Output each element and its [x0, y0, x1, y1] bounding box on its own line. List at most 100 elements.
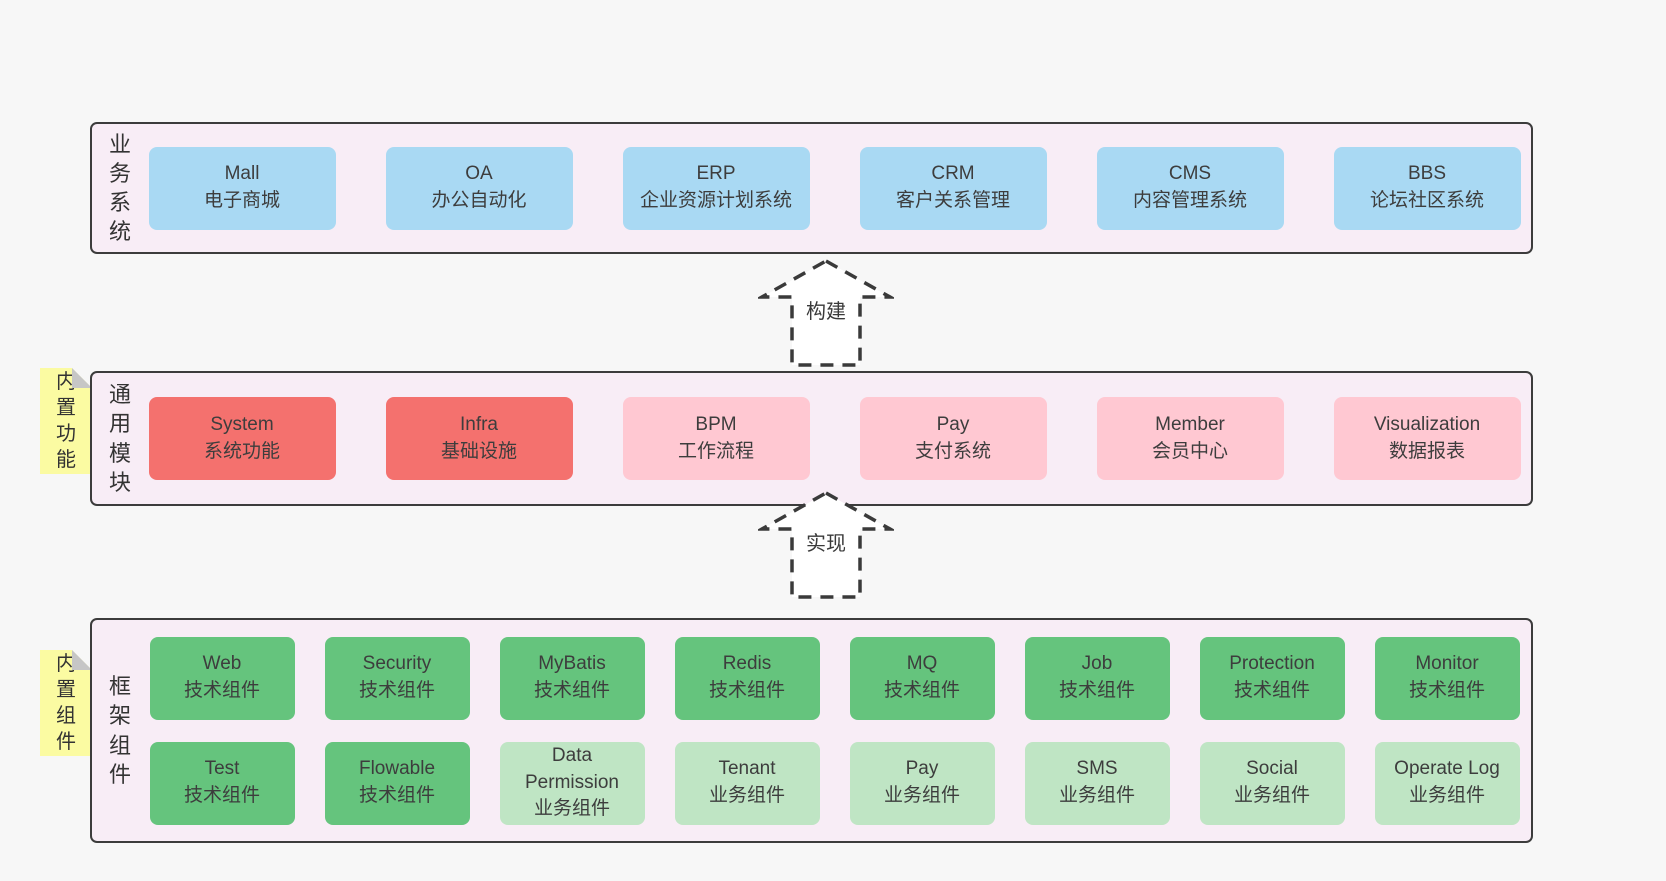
component-box: Job 技术组件	[1024, 636, 1170, 720]
component-box: MQ 技术组件	[849, 636, 995, 720]
box-name: Mall	[224, 163, 260, 185]
box-name: Test	[204, 758, 240, 780]
box-name: Web	[202, 653, 242, 675]
box-name: CMS	[1168, 163, 1212, 185]
arrow-label: 构建	[803, 294, 849, 325]
component-rows: Web 技术组件 Security 技术组件 MyBatis 技术组件	[148, 636, 1531, 825]
sticky-note-builtin-features: 内置功能	[40, 368, 92, 474]
box-desc: 技术组件	[533, 680, 610, 701]
box-desc: 技术组件	[1408, 680, 1485, 701]
box-name: Flowable	[358, 758, 436, 780]
module-box: Visualization 数据报表	[1333, 397, 1521, 480]
box-name: Tenant	[718, 758, 776, 780]
component-boxes-row-2: Test 技术组件 Flowable 技术组件 Data Permission …	[148, 741, 1521, 825]
system-box: OA 办公自动化	[385, 146, 573, 230]
box-name: Pay	[905, 758, 939, 780]
component-box: Flowable 技术组件	[324, 741, 470, 825]
box-name: Member	[1155, 413, 1225, 435]
box-desc: 电子商城	[203, 190, 280, 211]
note-label: 内置功能	[56, 371, 76, 471]
box-desc: 技术组件	[708, 680, 785, 701]
box-desc: 基础设施	[440, 440, 517, 462]
box-name: Social	[1246, 758, 1298, 780]
business-boxes-row: Mall 电子商城 OA 办公自动化 ERP 企业资源计划系统 CRM 客户关系…	[148, 146, 1531, 230]
box-desc: 内容管理系统	[1132, 190, 1247, 211]
component-box: Data Permission 业务组件	[499, 741, 645, 825]
box-desc: 业务组件	[533, 798, 610, 820]
box-name: BBS	[1407, 163, 1447, 185]
layer-business-systems: 业务系统 Mall 电子商城 OA 办公自动化 ERP 企业资源计划系统	[90, 122, 1533, 254]
box-desc: 业务组件	[883, 785, 960, 806]
layer-title-text: 通用模块	[108, 382, 131, 495]
module-box: BPM 工作流程	[622, 397, 810, 480]
module-box: Infra 基础设施	[385, 397, 573, 480]
box-desc: 业务组件	[1058, 785, 1135, 806]
box-desc: 技术组件	[883, 680, 960, 701]
component-box: Operate Log 业务组件	[1374, 741, 1520, 825]
box-name: Job	[1081, 653, 1113, 675]
system-box: ERP 企业资源计划系统	[622, 146, 810, 230]
layer-title-text: 框架组件	[108, 674, 131, 787]
system-box: CRM 客户关系管理	[859, 146, 1047, 230]
box-desc: 会员中心	[1151, 440, 1228, 462]
component-box: Social 业务组件	[1199, 741, 1345, 825]
box-name: Operate Log	[1394, 758, 1500, 780]
box-name: Data Permission	[525, 745, 619, 793]
module-box: Member 会员中心	[1096, 397, 1284, 480]
box-desc: 技术组件	[183, 785, 260, 806]
box-desc: 工作流程	[677, 440, 754, 462]
box-name: Redis	[722, 653, 772, 675]
box-desc: 业务组件	[708, 785, 785, 806]
component-box: Security 技术组件	[324, 636, 470, 720]
layer-common-modules: 通用模块 System 系统功能 Infra 基础设施 BPM 工作流程	[90, 371, 1533, 506]
layer-title-common-modules: 通用模块	[92, 380, 148, 496]
component-box: Protection 技术组件	[1199, 636, 1345, 720]
component-boxes-row-1: Web 技术组件 Security 技术组件 MyBatis 技术组件	[148, 636, 1521, 720]
layer-title-text: 业务系统	[108, 131, 131, 245]
component-box: Tenant 业务组件	[674, 741, 820, 825]
component-box: SMS 业务组件	[1024, 741, 1170, 825]
box-name: OA	[465, 163, 493, 185]
box-desc: 技术组件	[1233, 680, 1310, 701]
layer-framework-components: 框架组件 Web 技术组件 Security 技术组件 MyBati	[90, 618, 1533, 843]
system-box: CMS 内容管理系统	[1096, 146, 1284, 230]
note-label: 内置组件	[56, 653, 76, 753]
box-desc: 论坛社区系统	[1369, 190, 1484, 211]
layer-title-business-systems: 业务系统	[92, 130, 148, 246]
box-desc: 办公自动化	[431, 190, 527, 211]
module-box: System 系统功能	[148, 397, 336, 480]
box-desc: 业务组件	[1408, 785, 1485, 806]
box-name: MQ	[906, 653, 938, 675]
box-desc: 技术组件	[1058, 680, 1135, 701]
module-box: Pay 支付系统	[859, 397, 1047, 480]
system-box: Mall 电子商城	[148, 146, 336, 230]
layer-title-framework-components: 框架组件	[92, 672, 148, 788]
box-desc: 系统功能	[203, 440, 280, 462]
box-desc: 客户关系管理	[895, 190, 1010, 211]
box-desc: 技术组件	[183, 680, 260, 701]
box-name: Monitor	[1415, 653, 1479, 675]
sticky-note-builtin-components: 内置组件	[40, 650, 92, 756]
box-name: CRM	[931, 163, 975, 185]
box-name: BPM	[695, 413, 737, 435]
box-desc: 企业资源计划系统	[639, 190, 792, 211]
module-boxes-row: System 系统功能 Infra 基础设施 BPM 工作流程 Pay 支付系统	[148, 397, 1531, 480]
arrow-build: 构建	[758, 257, 894, 369]
system-box: BBS 论坛社区系统	[1333, 146, 1521, 230]
component-box: Redis 技术组件	[674, 636, 820, 720]
box-name: ERP	[696, 163, 736, 185]
box-desc: 技术组件	[358, 785, 435, 806]
box-name: Protection	[1229, 653, 1315, 675]
box-name: MyBatis	[538, 653, 606, 675]
arrow-label: 实现	[803, 526, 849, 557]
component-box: Web 技术组件	[149, 636, 295, 720]
box-name: Security	[362, 653, 432, 675]
component-box: Pay 业务组件	[849, 741, 995, 825]
note-fold-icon	[72, 368, 92, 388]
arrow-implement: 实现	[758, 489, 894, 601]
note-fold-icon	[72, 650, 92, 670]
box-name: Visualization	[1373, 413, 1481, 435]
box-desc: 支付系统	[914, 440, 991, 462]
component-box: Test 技术组件	[149, 741, 295, 825]
